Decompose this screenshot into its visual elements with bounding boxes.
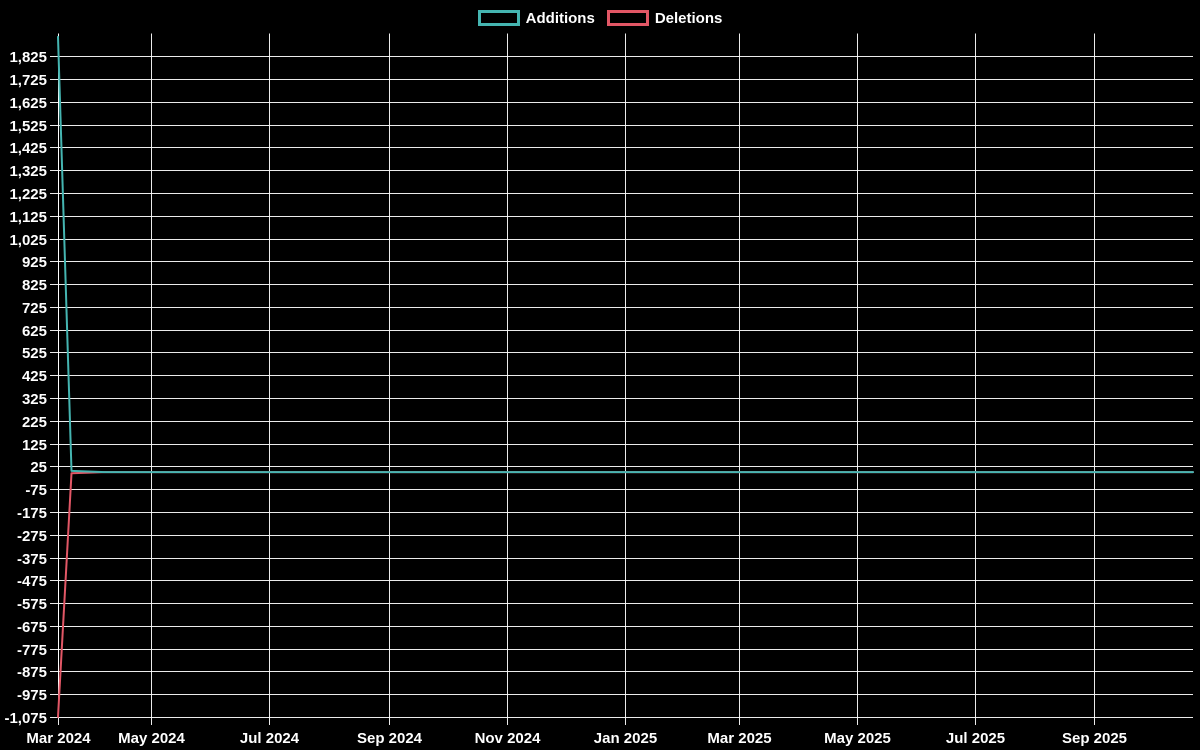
legend-item-deletions[interactable]: Deletions	[606, 9, 723, 27]
y-tick-label: 25	[30, 459, 47, 476]
deletions-swatch-icon	[606, 10, 649, 26]
x-tick-label: Jul 2024	[240, 730, 300, 747]
y-tick-label: -1,075	[4, 710, 47, 727]
y-tick-label: 125	[22, 437, 47, 454]
axis-ticks	[50, 56, 1095, 725]
y-tick-label: 1,125	[9, 209, 47, 226]
x-tick-label: Jul 2025	[946, 730, 1005, 747]
y-tick-label: 1,725	[9, 72, 47, 89]
x-tick-label: Mar 2025	[707, 730, 771, 747]
y-tick-label: 225	[22, 414, 47, 431]
y-tick-label: 1,625	[9, 95, 47, 112]
x-tick-label: Nov 2024	[475, 730, 542, 747]
x-tick-label: May 2024	[118, 730, 185, 747]
y-tick-label: -275	[17, 528, 47, 545]
y-tick-label: 625	[22, 323, 47, 340]
additions-line	[57, 35, 1194, 474]
x-tick-label: Mar 2024	[26, 730, 91, 747]
legend-label-additions: Additions	[525, 9, 595, 27]
y-tick-label: -575	[17, 596, 47, 613]
x-tick-label: May 2025	[824, 730, 891, 747]
x-tick-label: Sep 2024	[357, 730, 423, 747]
chart-legend: Additions Deletions	[0, 8, 1200, 28]
y-tick-label: 1,425	[9, 140, 47, 157]
y-tick-label: 1,325	[9, 163, 47, 180]
y-tick-label: -75	[25, 482, 47, 499]
y-tick-label: 525	[22, 345, 47, 362]
y-tick-label: -175	[17, 505, 47, 522]
y-tick-label: 925	[22, 254, 47, 271]
x-tick-label: Sep 2025	[1062, 730, 1127, 747]
x-tick-label: Jan 2025	[594, 730, 657, 747]
y-tick-label: 325	[22, 391, 47, 408]
y-tick-label: -475	[17, 573, 47, 590]
y-tick-label: 425	[22, 368, 47, 385]
y-tick-label: 1,225	[9, 186, 47, 203]
y-tick-label: -875	[17, 664, 47, 681]
y-tick-label: 1,825	[9, 49, 47, 66]
y-tick-label: 825	[22, 277, 47, 294]
y-tick-label: 1,025	[9, 232, 47, 249]
y-tick-label: 1,525	[9, 118, 47, 135]
legend-label-deletions: Deletions	[654, 9, 723, 27]
y-tick-label: 725	[22, 300, 47, 317]
y-tick-label: -375	[17, 551, 47, 568]
y-tick-label: -975	[17, 687, 47, 704]
legend-item-additions[interactable]: Additions	[477, 9, 595, 27]
grid-lines	[58, 33, 1193, 718]
y-tick-label: -675	[17, 619, 47, 636]
y-tick-label: -775	[17, 642, 47, 659]
additions-swatch-icon	[477, 10, 520, 26]
axis-labels: 1,825 1,725 1,625 1,525 1,425 1,325 1,225 1,125…	[4, 49, 1127, 747]
